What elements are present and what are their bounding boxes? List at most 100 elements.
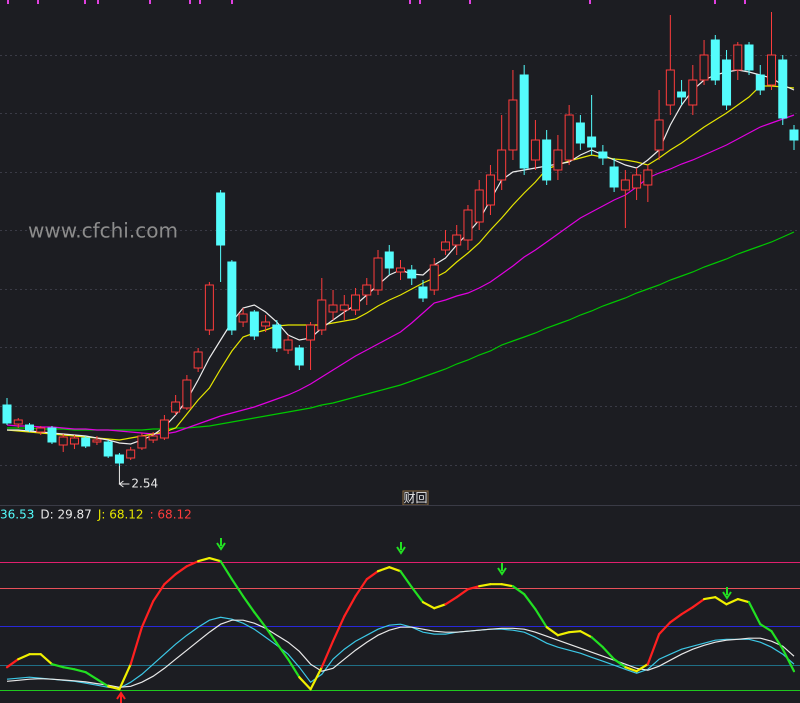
candle-body xyxy=(47,427,57,443)
candle-body xyxy=(665,69,675,106)
j-line-segment xyxy=(242,595,256,614)
candle-body xyxy=(362,284,372,296)
j-line-segment xyxy=(197,557,211,563)
candle-body xyxy=(733,44,743,71)
j-line-segment xyxy=(320,640,335,669)
j-line-segment xyxy=(331,615,346,643)
j-line-segment xyxy=(500,583,514,588)
candle-body xyxy=(92,439,102,443)
j-line-segment xyxy=(140,600,155,629)
indicator-line xyxy=(6,619,795,688)
candle-body xyxy=(620,179,630,191)
j-line-segment xyxy=(691,598,706,609)
j-line-segment xyxy=(759,623,773,633)
candle-body xyxy=(58,436,68,446)
candle-body xyxy=(677,91,687,98)
candle-body xyxy=(283,339,293,351)
candle-body xyxy=(227,261,237,331)
candle-body xyxy=(519,74,529,169)
candle-body xyxy=(114,454,124,464)
candle-body xyxy=(643,169,653,186)
candle-body xyxy=(609,166,619,188)
candle-body xyxy=(216,192,226,246)
j-line-segment xyxy=(5,658,20,669)
candle-body xyxy=(103,441,113,457)
buy-arrow xyxy=(116,691,126,703)
j-line-segment xyxy=(376,566,391,573)
candle-body xyxy=(249,311,259,337)
j-line-segment xyxy=(556,631,571,637)
indicator-header: 36.53 D: 29.87 J: 68.12: 68.12 xyxy=(0,508,192,522)
candles xyxy=(2,12,799,466)
candle-body xyxy=(238,313,248,323)
j-line-segment xyxy=(444,596,458,606)
j-line-segment xyxy=(50,663,65,669)
j-line-segment xyxy=(646,633,661,666)
j-line-segment xyxy=(287,658,301,679)
top-markers xyxy=(7,0,746,4)
candle-body xyxy=(598,151,608,159)
candle-body xyxy=(193,351,203,369)
j-line-segment xyxy=(107,685,121,691)
candle-body xyxy=(722,59,732,106)
sell-arrow xyxy=(396,542,406,555)
candle-body xyxy=(171,401,181,413)
indicator-value: 36.53 xyxy=(0,508,34,522)
candle-body xyxy=(81,437,91,447)
candle-body xyxy=(542,139,552,181)
candle-body xyxy=(564,114,574,161)
candle-body xyxy=(767,54,777,86)
candle-body xyxy=(440,241,450,251)
j-line-segment xyxy=(84,671,98,681)
j-line-segment xyxy=(264,626,278,645)
moving-average-line xyxy=(7,231,795,431)
j-line-segment xyxy=(118,663,132,691)
candle-body xyxy=(452,234,462,246)
candle-body xyxy=(126,449,136,459)
j-line-segment xyxy=(275,642,290,661)
indicator-line xyxy=(6,616,795,689)
low-label: 2.54 xyxy=(131,477,158,491)
candle-body xyxy=(497,149,507,181)
candle-body xyxy=(148,435,158,441)
j-line-segment xyxy=(534,608,548,629)
j-line-segment xyxy=(185,560,200,568)
j-line-segment xyxy=(747,601,762,626)
j-line-segment xyxy=(624,666,638,673)
j-line-segment xyxy=(770,630,784,651)
candle-body xyxy=(688,79,698,106)
j-line-segment xyxy=(309,666,323,691)
candle-body xyxy=(429,264,439,291)
candle-body xyxy=(328,304,338,313)
candle-body xyxy=(351,294,361,311)
candle-body xyxy=(575,122,585,144)
j-line-segment xyxy=(613,658,627,669)
j-line-segment xyxy=(298,676,312,691)
j-line-segment xyxy=(579,630,593,639)
candle-body xyxy=(2,404,12,424)
candle-body xyxy=(317,299,327,331)
j-line-segment xyxy=(354,578,368,598)
candle-body xyxy=(13,419,23,425)
j-line-segment xyxy=(455,588,470,599)
candle-body xyxy=(69,437,79,445)
j-line-segment xyxy=(95,678,110,688)
candle-body xyxy=(384,251,394,269)
j-line-segment xyxy=(433,603,447,610)
j-line-segment xyxy=(680,606,694,616)
candle-body xyxy=(294,347,304,366)
candle-body xyxy=(396,267,405,273)
candle-body xyxy=(654,119,664,151)
j-line-segment xyxy=(219,560,233,581)
candle-body xyxy=(418,286,428,299)
candle-body xyxy=(699,54,709,81)
j-line-segment xyxy=(62,666,76,671)
tag: 财回 xyxy=(402,490,429,506)
j-line-segment xyxy=(388,566,402,573)
j-line-segment xyxy=(399,570,413,589)
j-line-segment xyxy=(73,668,87,674)
grid xyxy=(0,55,800,466)
